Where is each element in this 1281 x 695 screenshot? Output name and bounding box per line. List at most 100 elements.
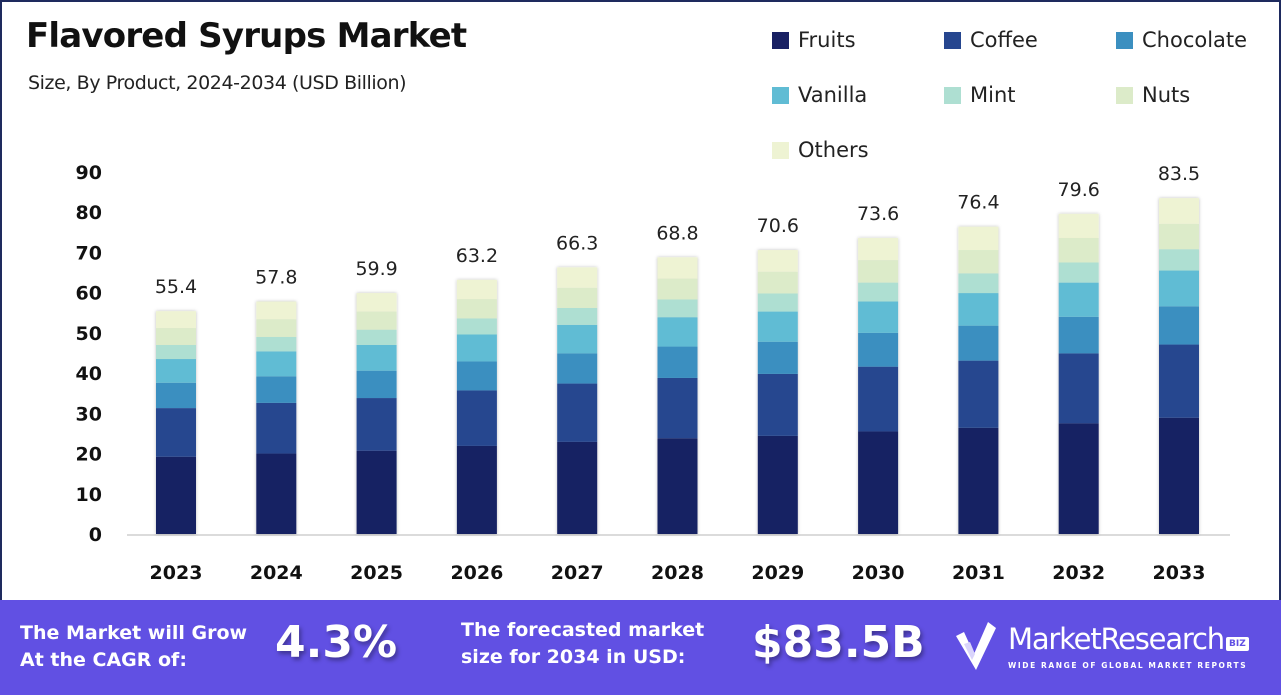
- bar-segment-nuts: [657, 278, 698, 300]
- bar-segment-mint: [156, 344, 196, 360]
- bar-segment-coffee: [356, 398, 397, 451]
- bar-segment-fruits: [156, 456, 196, 534]
- bar-segment-chocolate: [156, 382, 196, 409]
- checkmark-logo-icon: [956, 622, 996, 670]
- bar-segment-mint: [657, 299, 698, 318]
- bar-segment-nuts: [256, 319, 297, 337]
- bar-segment-others: [557, 267, 598, 288]
- legend-label: Mint: [970, 83, 1016, 107]
- bar-segment-nuts: [858, 260, 899, 283]
- bar-segment-chocolate: [1159, 306, 1199, 345]
- bar-stack-2026: [456, 279, 497, 534]
- cagr-label: The Market will Grow At the CAGR of:: [20, 620, 247, 674]
- legend-swatch: [772, 86, 789, 104]
- bar-segment-vanilla: [1159, 270, 1199, 307]
- x-tick-label: 2033: [1153, 562, 1206, 584]
- chart-frame: Flavored Syrups Market Size, By Product,…: [0, 0, 1281, 600]
- bar-segment-mint: [958, 273, 999, 294]
- y-tick-label: 80: [76, 202, 102, 224]
- bar-segment-nuts: [557, 287, 598, 308]
- bar-segment-coffee: [958, 360, 999, 428]
- bar-stack-2031: [958, 226, 999, 534]
- bar-segment-others: [156, 311, 196, 329]
- bar-segment-mint: [757, 293, 798, 312]
- bar-segment-mint: [858, 282, 899, 302]
- bar-stack-2027: [557, 267, 598, 534]
- bar-segment-others: [1058, 213, 1099, 238]
- legend-label: Coffee: [970, 28, 1038, 52]
- legend-label: Nuts: [1142, 83, 1191, 107]
- bar-stack-2024: [256, 301, 297, 534]
- bar-stack-2032: [1058, 213, 1099, 534]
- bar-segment-others: [356, 293, 397, 312]
- legend-swatch: [1116, 86, 1133, 104]
- y-tick-label: 0: [89, 524, 102, 546]
- total-data-label: 73.6: [857, 203, 899, 225]
- bar-segment-nuts: [1058, 237, 1099, 263]
- bar-segment-chocolate: [757, 341, 798, 374]
- total-data-label: 76.4: [957, 192, 999, 214]
- bar-segment-nuts: [757, 271, 798, 294]
- legend-swatch: [944, 86, 961, 104]
- bar-segment-coffee: [456, 390, 497, 446]
- legend-swatch: [944, 31, 961, 49]
- forecast-label-line1: The forecasted market: [461, 619, 705, 641]
- bar-segment-fruits: [1159, 417, 1199, 534]
- x-tick-label: 2031: [952, 562, 1005, 584]
- legend-item-coffee: Coffee: [944, 28, 1038, 52]
- bar-segment-others: [1159, 198, 1199, 224]
- bar-segment-fruits: [858, 431, 899, 534]
- bar-segment-others: [958, 226, 999, 251]
- total-data-label: 66.3: [556, 232, 598, 254]
- legend-swatch: [772, 31, 789, 49]
- total-data-label: 63.2: [456, 245, 498, 267]
- brand-tagline: WIDE RANGE OF GLOBAL MARKET REPORTS: [1008, 661, 1248, 670]
- y-tick-label: 70: [76, 242, 102, 264]
- bar-segment-fruits: [958, 427, 999, 534]
- bar-segment-coffee: [557, 383, 598, 442]
- x-tick-label: 2023: [150, 562, 203, 584]
- bar-segment-coffee: [256, 402, 297, 454]
- bar-segment-mint: [456, 318, 497, 335]
- bar-segment-vanilla: [1058, 282, 1099, 317]
- total-data-label: 68.8: [656, 222, 698, 244]
- legend-swatch: [772, 141, 789, 159]
- x-tick-label: 2026: [450, 562, 503, 584]
- bar-stack-2033: [1159, 198, 1199, 534]
- bar-stack-2029: [757, 250, 798, 534]
- bar-segment-chocolate: [858, 332, 899, 367]
- bar-segment-fruits: [1058, 423, 1099, 534]
- legend-item-fruits: Fruits: [772, 28, 856, 52]
- bar-segment-vanilla: [256, 351, 297, 377]
- total-data-label: 57.8: [255, 267, 297, 289]
- bar-segment-vanilla: [858, 301, 899, 333]
- bar-segment-nuts: [456, 299, 497, 319]
- bar-segment-mint: [1159, 249, 1199, 271]
- legend-label: Fruits: [798, 28, 856, 52]
- bar-segment-chocolate: [456, 361, 497, 391]
- bar-segment-nuts: [156, 328, 196, 345]
- x-tick-label: 2027: [551, 562, 604, 584]
- bar-segment-fruits: [256, 453, 297, 534]
- bar-segment-nuts: [958, 250, 999, 274]
- bar-segment-vanilla: [356, 344, 397, 371]
- bar-segment-chocolate: [1058, 316, 1099, 354]
- bar-segment-chocolate: [356, 370, 397, 399]
- total-data-label: 83.5: [1158, 163, 1200, 185]
- bar-segment-chocolate: [657, 346, 698, 378]
- y-tick-label: 20: [76, 444, 102, 466]
- bar-segment-chocolate: [557, 353, 598, 384]
- bar-segment-others: [256, 301, 297, 320]
- bar-segment-mint: [256, 336, 297, 352]
- bar-stack-2023: [156, 311, 196, 534]
- bar-stack-2025: [356, 293, 397, 534]
- bar-segment-coffee: [1159, 344, 1199, 418]
- bar-segment-chocolate: [958, 325, 999, 361]
- x-tick-label: 2032: [1052, 562, 1105, 584]
- bar-segment-others: [858, 237, 899, 261]
- footer-banner: The Market will Grow At the CAGR of: 4.3…: [0, 600, 1281, 695]
- forecast-label: The forecasted market size for 2034 in U…: [461, 617, 704, 671]
- legend-item-others: Others: [772, 138, 869, 162]
- bar-segment-nuts: [356, 311, 397, 330]
